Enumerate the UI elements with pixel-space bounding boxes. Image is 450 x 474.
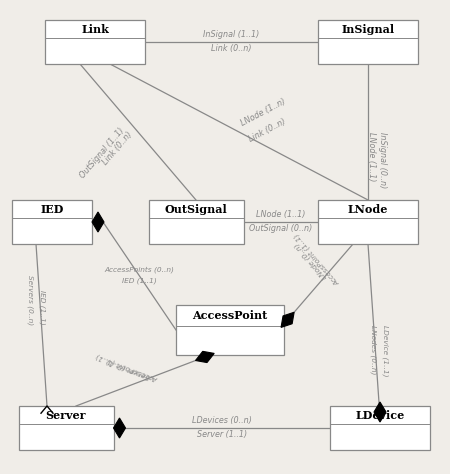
Text: IED: IED <box>40 204 64 215</box>
Text: Link: Link <box>81 24 109 35</box>
Polygon shape <box>92 212 104 232</box>
Text: Servers (0..n): Servers (0..n) <box>27 275 33 325</box>
Text: LDevice (1..1): LDevice (1..1) <box>382 325 388 376</box>
Bar <box>176 305 284 355</box>
Text: InSignal: InSignal <box>342 24 395 35</box>
Text: IED (1..1): IED (1..1) <box>39 290 45 325</box>
Text: LNode (1..n): LNode (1..n) <box>239 97 287 128</box>
Text: Link (0..n): Link (0..n) <box>247 117 287 144</box>
Text: Server: Server <box>46 410 86 421</box>
Polygon shape <box>113 418 126 438</box>
Text: IED (1..1): IED (1..1) <box>122 278 157 284</box>
Text: InSignal (1..1): InSignal (1..1) <box>203 30 260 39</box>
Text: LNode (1..1): LNode (1..1) <box>256 210 306 219</box>
Text: AccessPoint (1..1): AccessPoint (1..1) <box>95 353 159 383</box>
Text: LNode (0..n): LNode (0..n) <box>294 242 328 280</box>
Text: LDevice: LDevice <box>356 410 405 421</box>
Bar <box>18 406 113 450</box>
Text: Server (0..1): Server (0..1) <box>105 358 151 381</box>
Text: AccessPoints (0..n): AccessPoints (0..n) <box>104 266 174 273</box>
Text: Link (0..n): Link (0..n) <box>101 130 134 167</box>
Text: AccessPoint (1..1): AccessPoint (1..1) <box>293 232 342 286</box>
Text: LNode: LNode <box>348 204 388 215</box>
Bar <box>45 20 145 64</box>
Polygon shape <box>374 402 386 422</box>
Bar <box>12 200 92 244</box>
Bar <box>318 200 418 244</box>
Polygon shape <box>281 312 294 328</box>
Text: LNode (1..1): LNode (1..1) <box>366 132 375 182</box>
Text: OutSignal (0..n): OutSignal (0..n) <box>249 224 312 233</box>
Text: OutSignal (1..1): OutSignal (1..1) <box>78 126 126 180</box>
Text: OutSignal: OutSignal <box>165 204 227 215</box>
Text: InSignal (0..n): InSignal (0..n) <box>378 132 387 188</box>
Bar <box>330 406 430 450</box>
Bar <box>148 200 243 244</box>
Text: Server (1..1): Server (1..1) <box>197 430 247 439</box>
Text: AccessPoint: AccessPoint <box>193 310 268 321</box>
Text: Link (0..n): Link (0..n) <box>211 44 252 53</box>
Bar <box>318 20 418 64</box>
Polygon shape <box>195 351 214 363</box>
Text: LNodes (0..n): LNodes (0..n) <box>370 325 376 374</box>
Text: LDevices (0..n): LDevices (0..n) <box>192 416 252 425</box>
